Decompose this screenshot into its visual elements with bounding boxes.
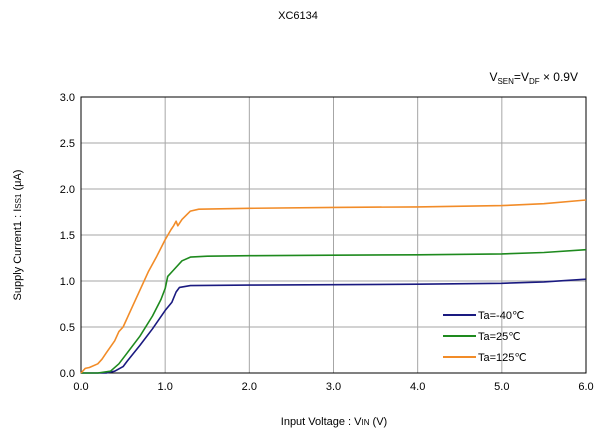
legend-label-2: Ta=125℃ <box>478 352 527 364</box>
legend-label-1: Ta=25℃ <box>478 331 521 343</box>
x-tick-label: 6.0 <box>578 381 593 393</box>
x-tick-label: 0.0 <box>73 381 88 393</box>
x-tick-label: 2.0 <box>242 381 257 393</box>
chart-title: XC6134 <box>278 10 318 22</box>
series-line-1 <box>81 248 587 374</box>
y-tick-label: 2.5 <box>60 138 75 150</box>
series-line-0 <box>81 278 587 374</box>
x-tick-label: 5.0 <box>494 381 509 393</box>
condition-label: VSEN=VDF × 0.9V <box>489 70 578 86</box>
x-tick-label: 4.0 <box>410 381 425 393</box>
legend: Ta=-40℃ Ta=25℃ Ta=125℃ <box>443 310 527 364</box>
y-tick-label: 1.0 <box>60 276 75 288</box>
x-axis-ticks: 0.0 1.0 2.0 3.0 4.0 5.0 6.0 <box>73 381 593 393</box>
series-layer <box>80 199 587 374</box>
x-tick-label: 3.0 <box>326 381 341 393</box>
y-tick-label: 0.5 <box>60 322 75 334</box>
x-axis-label: Input Voltage : VIN (V) <box>281 416 387 428</box>
y-axis-ticks: 0.0 0.5 1.0 1.5 2.0 2.5 3.0 <box>60 92 75 380</box>
y-axis-label: Supply Current1 : ISS1 (μA) <box>12 170 24 301</box>
y-tick-label: 0.0 <box>60 368 75 380</box>
y-tick-label: 1.5 <box>60 230 75 242</box>
y-tick-label: 2.0 <box>60 184 75 196</box>
series-line-2 <box>80 199 587 374</box>
plot-grid <box>81 97 586 373</box>
legend-label-0: Ta=-40℃ <box>478 310 524 322</box>
plot-area <box>80 96 587 374</box>
x-tick-label: 1.0 <box>158 381 173 393</box>
y-tick-label: 3.0 <box>60 92 75 104</box>
